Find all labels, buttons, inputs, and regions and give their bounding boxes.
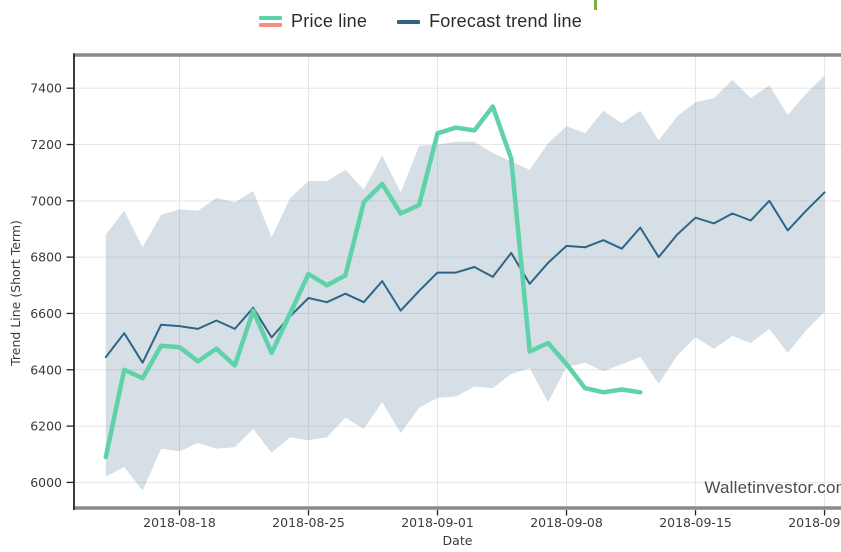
y-tick-label: 6200	[30, 419, 62, 434]
x-tick-label: 2018-08-18	[143, 515, 216, 530]
x-tick-label: 2018-09-22	[788, 515, 841, 530]
legend-item-forecast[interactable]: Forecast trend line	[397, 11, 582, 32]
y-tick-label: 7200	[30, 137, 62, 152]
watermark: Walletinvestor.com	[704, 478, 841, 497]
forecast-trend-line	[104, 191, 826, 364]
y-axis-title: Trend Line (Short Term)	[8, 220, 23, 367]
y-tick-label: 6600	[30, 306, 62, 321]
y-tick-label: 6400	[30, 362, 62, 377]
price-swatch-salmon-line	[259, 22, 283, 27]
x-tick-label: 2018-09-01	[401, 515, 474, 530]
price-line-swatch-icon	[259, 15, 283, 27]
green-tick-mark	[594, 0, 597, 10]
y-tick-label: 7000	[30, 193, 62, 208]
chart-legend: Price line Forecast trend line	[0, 6, 841, 36]
price-line	[103, 104, 643, 460]
y-tick-label: 7400	[30, 81, 62, 96]
x-tick-label: 2018-09-08	[530, 515, 603, 530]
y-tick-label: 6800	[30, 250, 62, 265]
x-axis-title: Date	[443, 533, 473, 548]
forecast-line-swatch-icon	[397, 20, 421, 24]
x-tick-label: 2018-08-25	[272, 515, 345, 530]
legend-label-price: Price line	[291, 10, 368, 31]
y-tick-label: 6000	[30, 475, 62, 490]
legend-item-price[interactable]: Price line	[259, 11, 367, 32]
legend-label-forecast: Forecast trend line	[429, 10, 582, 31]
x-tick-label: 2018-09-15	[659, 515, 732, 530]
forecast-confidence-band	[105, 75, 825, 491]
price-swatch-teal-line	[259, 15, 283, 20]
